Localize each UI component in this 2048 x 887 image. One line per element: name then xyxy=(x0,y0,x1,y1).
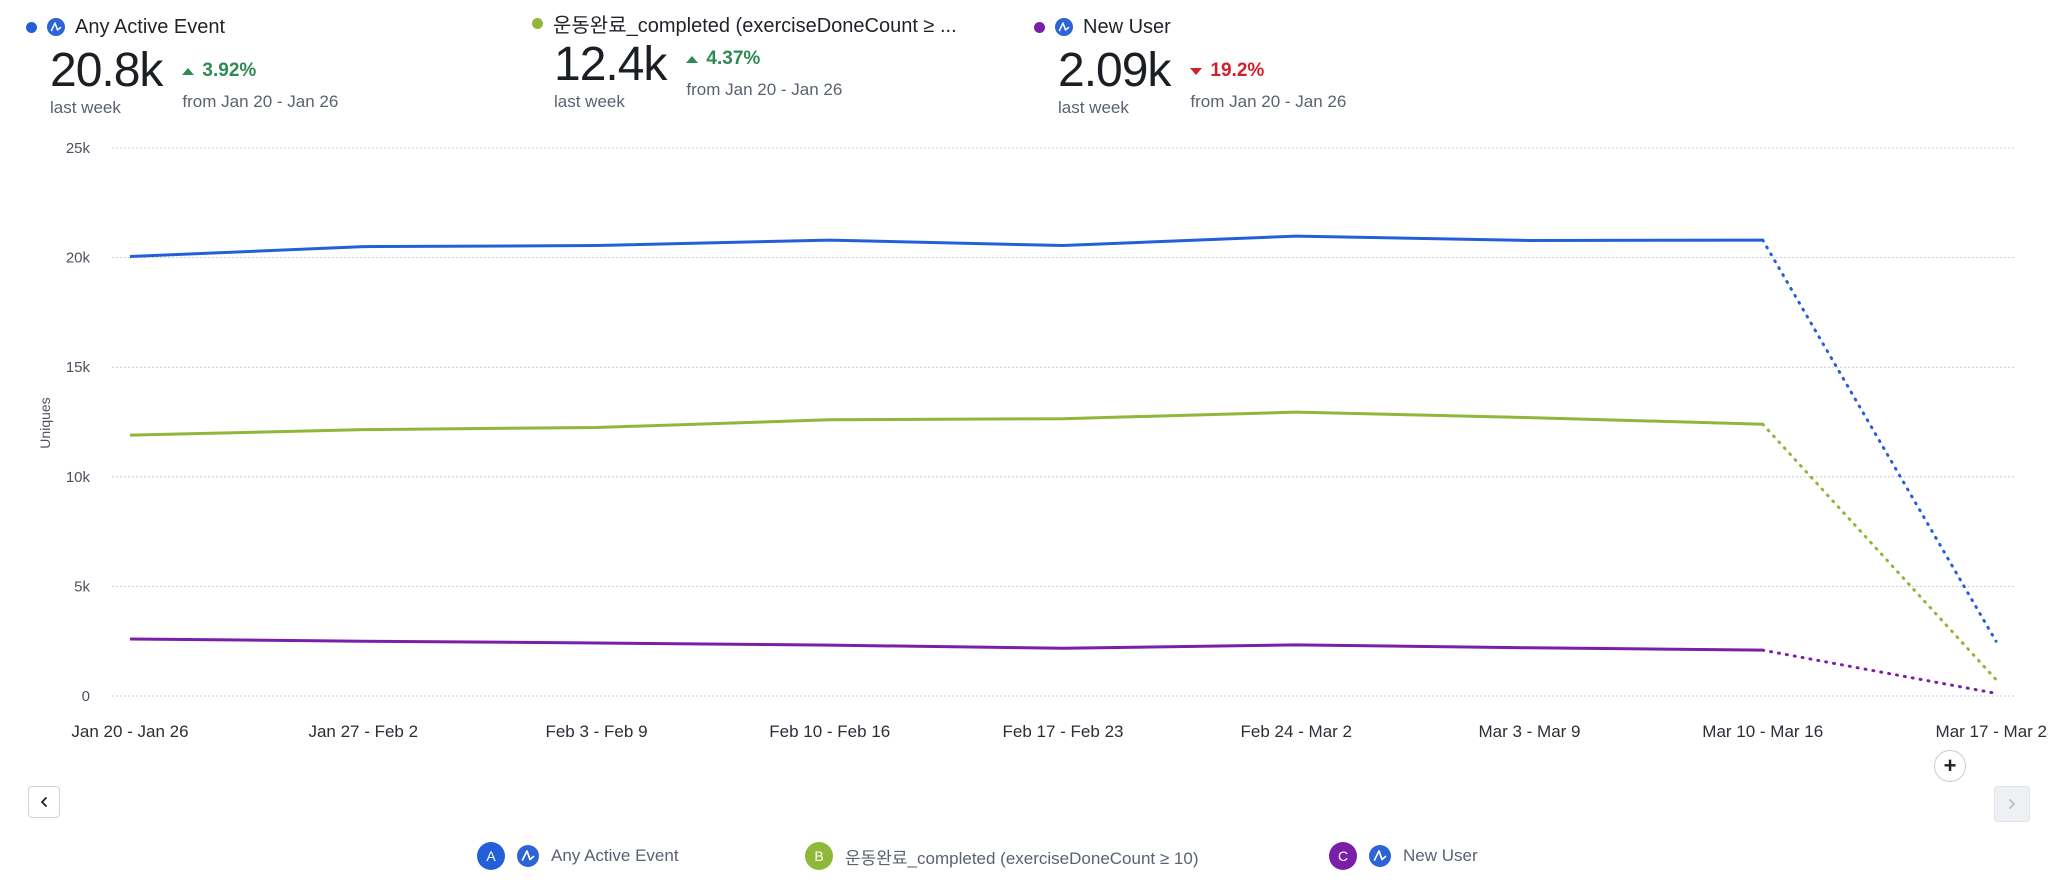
kpi-any-active-event: Any Active Event 20.8k last week 3.92% f… xyxy=(26,14,338,118)
trend-up-icon xyxy=(686,55,699,63)
series-b-dot xyxy=(532,17,543,29)
x-tick-label: Feb 3 - Feb 9 xyxy=(545,722,647,741)
amplitude-event-icon xyxy=(47,18,65,36)
series-line[interactable] xyxy=(129,637,1763,652)
y-tick-label: 5k xyxy=(74,578,90,595)
x-tick-label: Mar 3 - Mar 9 xyxy=(1478,722,1580,741)
series-line[interactable] xyxy=(129,410,1763,437)
legend-item-c[interactable]: C New User xyxy=(1329,842,1478,870)
amplitude-event-icon xyxy=(517,845,539,867)
x-tick-label: Feb 10 - Feb 16 xyxy=(769,722,890,741)
y-tick-label: 20k xyxy=(66,250,91,267)
x-tick-label: Feb 24 - Mar 2 xyxy=(1241,722,1353,741)
x-tick-label: Feb 17 - Feb 23 xyxy=(1003,722,1124,741)
amplitude-event-icon xyxy=(1055,18,1073,36)
kpi-title[interactable]: 운동완료_completed (exerciseDoneCount ≥ ... xyxy=(553,14,957,37)
kpi-period-label: last week xyxy=(1058,98,1129,117)
kpi-change-value: 4.37% xyxy=(706,48,761,69)
kpi-value: 20.8k xyxy=(50,44,163,97)
kpi-value: 2.09k xyxy=(1058,44,1171,97)
chevron-left-icon xyxy=(41,797,47,807)
series-badge: C xyxy=(1329,842,1357,870)
kpi-change: 4.37% xyxy=(686,48,842,70)
legend-label: New User xyxy=(1403,846,1478,865)
kpi-change: 3.92% xyxy=(182,60,338,82)
kpi-title[interactable]: New User xyxy=(1083,15,1171,38)
x-tick-label: Mar 10 - Mar 16 xyxy=(1702,722,1823,741)
series-line[interactable] xyxy=(129,234,1763,259)
x-tick-label: Jan 20 - Jan 26 xyxy=(71,722,188,741)
trend-up-icon xyxy=(182,67,195,75)
kpi-period-label: last week xyxy=(554,92,625,111)
kpi-new-user: New User 2.09k last week 19.2% from Jan … xyxy=(1034,14,1346,118)
kpi-title[interactable]: Any Active Event xyxy=(75,15,226,38)
x-tick-label: Jan 27 - Feb 2 xyxy=(308,722,418,741)
kpi-comparison-period: from Jan 20 - Jan 26 xyxy=(686,80,843,99)
y-tick-label: 0 xyxy=(82,688,90,705)
kpi-value: 12.4k xyxy=(554,38,667,91)
series-lines xyxy=(129,234,1998,695)
kpi-comparison-period: from Jan 20 - Jan 26 xyxy=(1190,92,1347,111)
y-tick-label: 15k xyxy=(66,359,91,376)
x-axis-ticks: Jan 20 - Jan 26 Jan 27 - Feb 2 Feb 3 - Feb… xyxy=(71,722,2048,741)
series-c-dot xyxy=(1034,21,1045,33)
series-a-dot xyxy=(26,21,37,33)
chevron-right-icon xyxy=(2009,799,2015,809)
kpi-period-label: last week xyxy=(50,98,121,117)
kpi-change-value: 3.92% xyxy=(202,60,257,81)
kpi-exercise-completed: 운동완료_completed (exerciseDoneCount ≥ ... … xyxy=(532,10,957,112)
kpi-change: 19.2% xyxy=(1190,60,1346,82)
y-axis-label: Uniques xyxy=(37,397,53,448)
series-badge: A xyxy=(477,842,505,870)
legend-label: 운동완료_completed (exerciseDoneCount ≥ 10) xyxy=(845,848,1199,868)
next-page-button[interactable] xyxy=(1994,786,2030,822)
series-badge: B xyxy=(805,842,833,870)
previous-page-button[interactable] xyxy=(28,786,60,818)
legend-item-b[interactable]: B 운동완료_completed (exerciseDoneCount ≥ 10… xyxy=(805,842,1199,870)
legend-item-a[interactable]: A Any Active Event xyxy=(477,842,679,870)
add-annotation-button[interactable]: + xyxy=(1934,750,1966,782)
y-axis-ticks: 0 5k 10k 15k 20k 25k xyxy=(66,140,91,705)
y-tick-label: 25k xyxy=(66,140,91,157)
series-incomplete-segment[interactable] xyxy=(1761,422,1998,682)
series-incomplete-segment[interactable] xyxy=(1761,648,1998,695)
grid-lines xyxy=(112,147,2016,697)
legend-label: Any Active Event xyxy=(551,846,679,865)
kpi-change-value: 19.2% xyxy=(1210,60,1265,81)
amplitude-event-icon xyxy=(1369,845,1391,867)
y-tick-label: 10k xyxy=(66,469,91,486)
x-tick-label: Mar 17 - Mar 23 xyxy=(1936,722,2048,741)
kpi-comparison-period: from Jan 20 - Jan 26 xyxy=(182,92,339,111)
series-incomplete-segment[interactable] xyxy=(1761,238,1998,643)
trend-down-icon xyxy=(1190,67,1203,75)
